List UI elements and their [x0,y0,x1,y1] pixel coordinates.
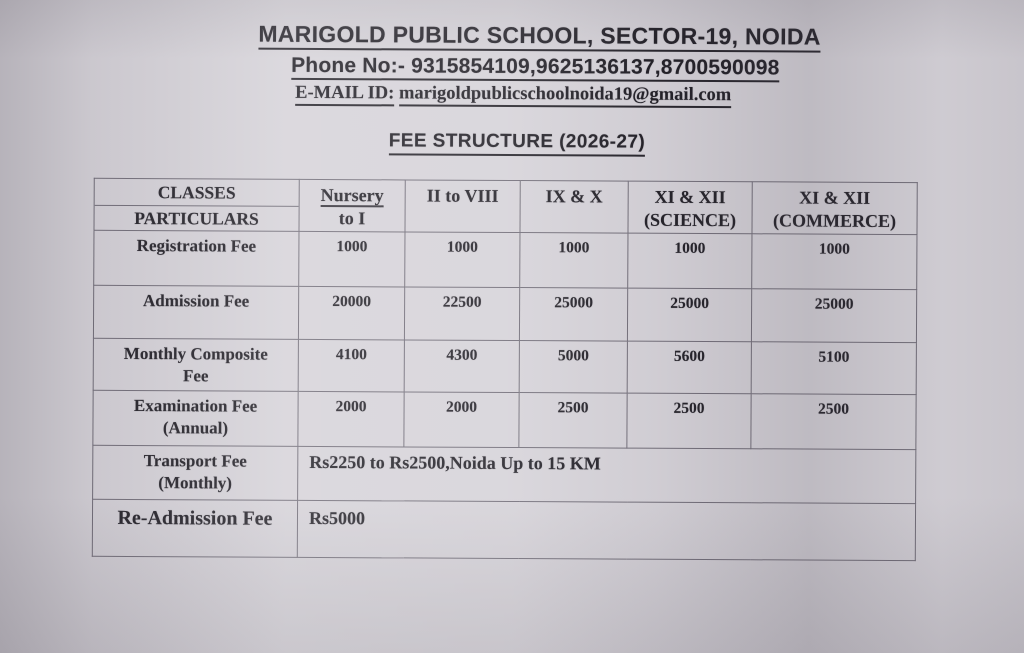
table-row-readmission-fee: Re-Admission Fee Rs5000 [92,499,916,561]
fee-value-cell: 2000 [403,391,520,448]
column-header-ix-x: IX & X [519,180,629,234]
column-header-xi-xii-commerce: XI & XII (COMMERCE) [751,181,918,235]
corner-particulars-label: PARTICULARS [134,208,259,229]
fee-value-cell: 5600 [627,341,752,394]
table-row-monthly-composite-fee: Monthly Composite Fee 4100 4300 5000 560… [93,338,917,395]
fee-value-cell: 2500 [626,393,752,449]
fee-value-cell: 4100 [298,339,405,392]
column-header-line1: Nursery [320,184,384,208]
fee-value-cell: 25000 [751,288,917,343]
column-header-line1: IX & X [545,186,603,207]
particular-label: Admission Fee [93,285,299,340]
fee-value-cell: 4300 [404,339,520,393]
fee-value-cell: 25000 [627,288,752,342]
fee-value-cell: 20000 [298,286,405,340]
phone-line: Phone No:- 9315854109,9625136137,8700590… [1,52,1024,83]
email-label: E-MAIL ID: [295,82,395,107]
phone-text: Phone No:- 9315854109,9625136137,8700590… [291,53,780,83]
column-header-line1: XI & XII [799,187,871,208]
particular-label-line2: (Annual) [162,418,229,438]
email-line: E-MAIL ID: marigoldpublicschoolnoida19@g… [1,81,1024,109]
particular-label: Monthly Composite Fee [93,338,299,392]
particular-label-line2: Fee [182,366,209,386]
table-row-examination-fee: Examination Fee (Annual) 2000 2000 2500 … [92,390,917,450]
fee-value-cell: 25000 [519,287,628,342]
column-header-xi-xii-science: XI & XII (SCIENCE) [627,181,753,234]
column-header-line2: to I [338,208,366,229]
fee-value-cell: 1000 [404,231,520,288]
column-header-ii-to-viii: II to VIII [404,179,521,233]
corner-classes-label: CLASSES [94,178,299,207]
particular-label: Transport Fee (Monthly) [92,445,298,501]
fee-value-cell: 5100 [751,341,917,395]
table-row-admission-fee: Admission Fee 20000 22500 25000 25000 25… [93,285,917,343]
school-name-heading: MARIGOLD PUBLIC SCHOOL, SECTOR-19, NOIDA [1,19,1024,53]
fee-value-cell: 5000 [519,340,628,394]
table-row-transport-fee: Transport Fee (Monthly) Rs2250 to Rs2500… [92,445,916,504]
document-title-text: FEE STRUCTURE (2026-27) [388,130,646,157]
phone-numbers: 9315854109,9625136137,8700590098 [411,54,780,80]
table-header-row: CLASSES PARTICULARS Nursery to I II to V… [93,178,918,235]
particular-label: Examination Fee (Annual) [92,390,299,447]
particular-label: Registration Fee [93,230,299,287]
column-header-line2: (SCIENCE) [643,209,737,231]
particular-label-line1: Transport Fee [143,451,247,471]
phone-label: Phone No:- [291,53,406,78]
document-title: FEE STRUCTURE (2026-27) [1,128,1024,157]
particular-label: Re-Admission Fee [92,499,298,558]
table-row-registration-fee: Registration Fee 1000 1000 1000 1000 100… [93,230,917,290]
particular-label-line2: (Monthly) [158,473,233,493]
fee-value-cell: 2000 [297,391,405,447]
readmission-fee-value: Rs5000 [297,500,916,561]
column-header-line1: II to VIII [426,185,499,206]
column-header-nursery-to-i: Nursery to I [298,179,406,232]
fee-value-cell: 1000 [627,233,752,289]
school-name-text: MARIGOLD PUBLIC SCHOOL, SECTOR-19, NOIDA [258,20,821,53]
fee-value-cell: 22500 [404,286,520,341]
column-header-line1: XI & XII [654,186,726,208]
fee-value-cell: 2500 [750,393,917,450]
email-address: marigoldpublicschoolnoida19@gmail.com [398,83,732,109]
corner-header-cell: CLASSES PARTICULARS [93,178,300,232]
fee-structure-table: CLASSES PARTICULARS Nursery to I II to V… [92,178,918,561]
particular-label-line1: Examination Fee [133,396,258,416]
fee-value-cell: 1000 [519,232,628,289]
particular-label-line1: Monthly Composite [123,343,268,364]
fee-value-cell: 1000 [298,231,405,287]
column-header-line2: (COMMERCE) [773,210,897,232]
fee-value-cell: 2500 [518,392,628,449]
transport-fee-value: Rs2250 to Rs2500,Noida Up to 15 KM [297,446,916,504]
fee-value-cell: 1000 [751,233,917,290]
